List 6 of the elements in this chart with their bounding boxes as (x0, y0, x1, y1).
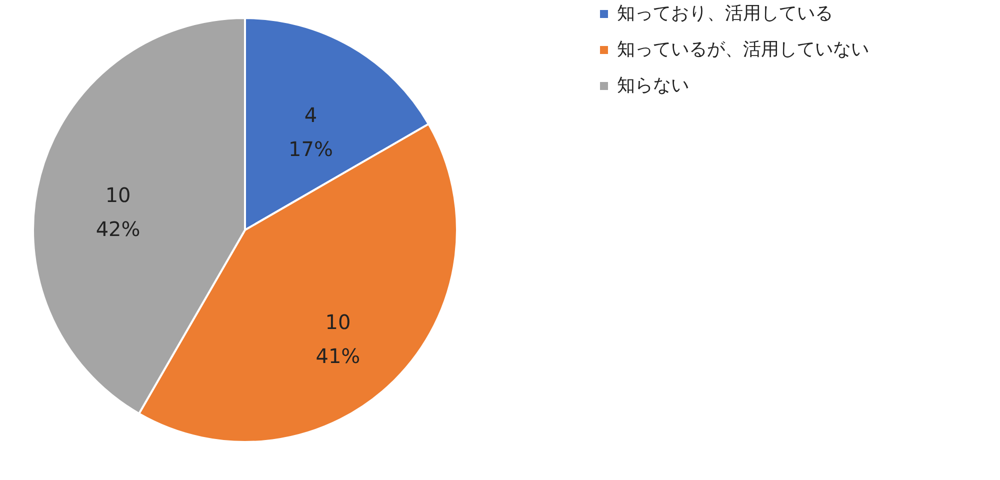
legend-label: 知っており、活用している (617, 3, 833, 24)
data-label: 10 42% (96, 182, 140, 241)
legend-label: 知らない (617, 75, 689, 96)
data-label: 10 41% (316, 310, 360, 368)
legend-label: 知っているが、活用していない (617, 39, 869, 60)
data-label: 4 17% (288, 103, 333, 162)
